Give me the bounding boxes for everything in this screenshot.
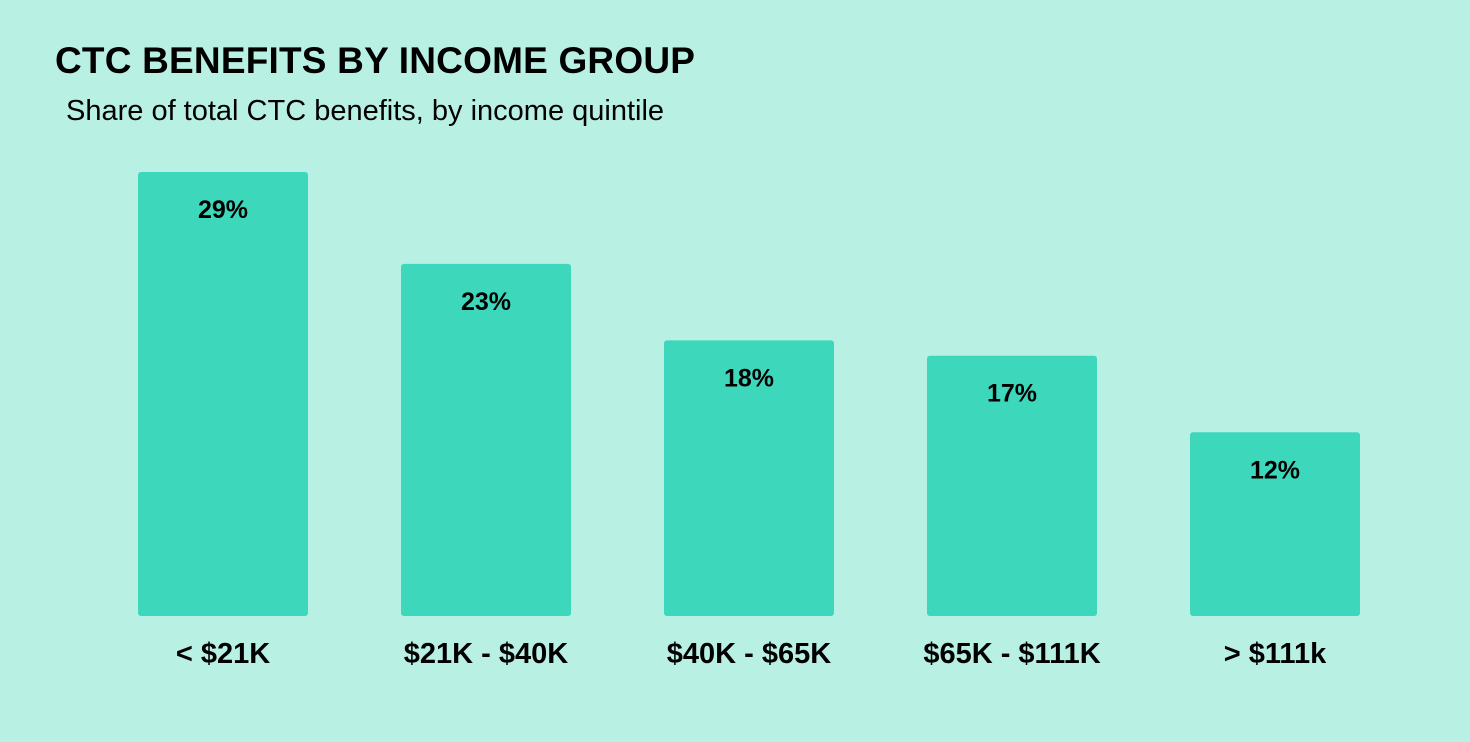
bar xyxy=(927,355,1097,616)
category-label: > $111k xyxy=(1224,638,1327,670)
bar-value-label: 23% xyxy=(461,288,511,316)
bar-value-label: 17% xyxy=(987,380,1037,408)
bar-value-label: 18% xyxy=(724,364,774,392)
chart-title: CTC BENEFITS BY INCOME GROUP xyxy=(55,40,696,81)
bar xyxy=(664,340,834,616)
category-label: $21K - $40K xyxy=(404,638,568,670)
bar xyxy=(1190,432,1360,616)
bar-value-label: 29% xyxy=(198,196,248,224)
bar-group: 29% < $21K xyxy=(138,172,308,670)
bar xyxy=(138,172,308,616)
category-label: $40K - $65K xyxy=(667,638,831,670)
bar-group: 12% > $111k xyxy=(1190,432,1360,670)
category-label: < $21K xyxy=(176,638,270,670)
bar xyxy=(401,263,571,616)
bar-group: 23% $21K - $40K xyxy=(401,263,571,670)
bar-group: 18% $40K - $65K xyxy=(664,340,834,670)
bar-value-label: 12% xyxy=(1250,456,1300,484)
bar-group: 17% $65K - $111K xyxy=(923,355,1101,670)
category-label: $65K - $111K xyxy=(923,638,1100,670)
chart-subtitle: Share of total CTC benefits, by income q… xyxy=(66,95,665,127)
